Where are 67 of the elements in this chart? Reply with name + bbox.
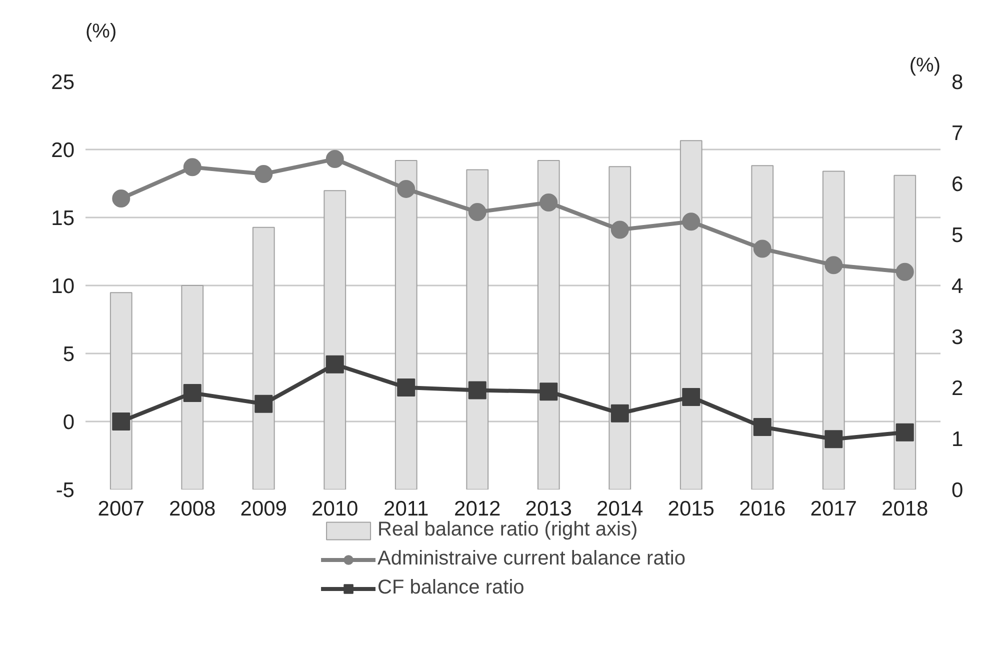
bar [394, 160, 418, 490]
point [468, 203, 486, 222]
point [254, 164, 273, 183]
point [682, 212, 700, 231]
y-tick-label: 0 [62, 411, 75, 434]
y2-tick-label: 2 [952, 377, 964, 400]
y2-tick-label: 5 [952, 224, 964, 247]
x-tick-label: 2011 [384, 498, 429, 520]
x-tick-label: 2016 [739, 498, 786, 520]
legend-label: CF balance ratio [378, 576, 524, 600]
x-tick-label: 2010 [312, 498, 358, 520]
y-tick-label: 5 [62, 343, 75, 366]
bar [110, 292, 132, 490]
y-tick-label: -5 [56, 479, 75, 502]
legend-label: Administraive current balance ratio [378, 548, 686, 571]
point [753, 418, 772, 436]
x-tick-label: 2007 [98, 498, 144, 520]
bar [537, 160, 560, 490]
x-tick-label: 2012 [454, 498, 501, 520]
point [326, 355, 344, 374]
bar [894, 174, 916, 490]
y2-tick-label: 3 [952, 326, 964, 349]
point [183, 384, 202, 402]
bar [680, 140, 702, 490]
bar [324, 190, 346, 490]
point [610, 404, 629, 422]
x-tick-label: 2018 [882, 498, 928, 520]
y2-tick-label: 1 [952, 428, 964, 451]
point [824, 256, 843, 274]
y2-tick-label: 0 [952, 479, 964, 502]
point [254, 394, 273, 413]
point [183, 158, 202, 176]
y2-tick-label: 8 [952, 71, 964, 94]
bar [181, 285, 204, 490]
x-tick-label: 2017 [810, 498, 857, 520]
point [824, 430, 843, 448]
y2-tick-label: 7 [952, 122, 964, 145]
point [540, 382, 558, 401]
y2-axis-title: (%) [909, 54, 941, 76]
x-tick-label: 2008 [169, 498, 216, 520]
y-tick-label: 20 [51, 139, 74, 162]
x-tick-label: 2009 [240, 498, 287, 520]
bar [751, 165, 774, 490]
point [112, 189, 130, 208]
x-tick-label: 2014 [596, 498, 644, 520]
x-tick-label: 2015 [668, 498, 714, 520]
point [468, 381, 486, 400]
bar [252, 226, 275, 490]
point [397, 378, 416, 396]
point [682, 388, 700, 406]
y2-tick-label: 6 [952, 173, 964, 196]
y2-tick-label: 4 [952, 275, 964, 298]
point [896, 423, 914, 442]
point [753, 240, 772, 258]
x-tick-label: 2013 [525, 498, 572, 520]
legend-label: Real balance ratio (right axis) [378, 518, 638, 542]
y-tick-label: 15 [51, 207, 74, 230]
point [397, 180, 416, 198]
y-tick-label: 10 [51, 275, 74, 298]
point [112, 412, 130, 430]
point [540, 194, 558, 212]
y-tick-label: 25 [51, 71, 74, 94]
point [896, 262, 914, 281]
y-axis-title: (%) [86, 20, 117, 42]
point [610, 220, 629, 239]
point [326, 150, 344, 168]
bar [822, 170, 845, 490]
